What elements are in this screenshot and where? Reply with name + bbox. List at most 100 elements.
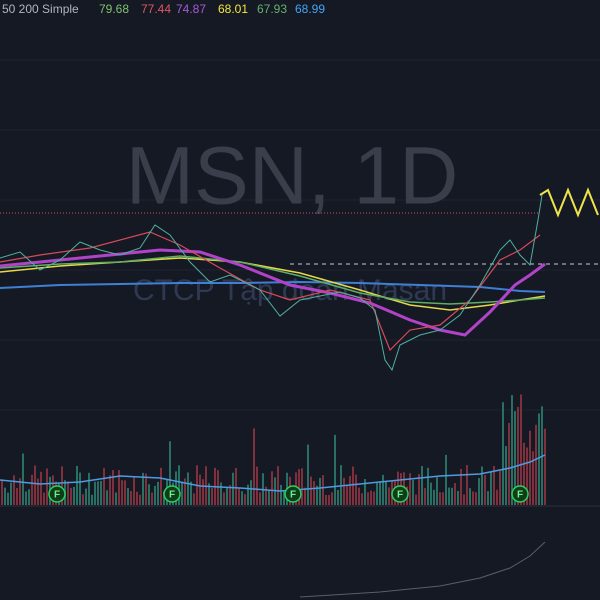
volume-bar (100, 480, 102, 505)
volume-bar (520, 394, 522, 505)
volume-bar (154, 485, 156, 505)
volume-bar (229, 485, 231, 505)
volume-bar (463, 494, 465, 505)
volume-bar (148, 484, 150, 505)
volume-bar (517, 406, 519, 505)
ma-green (0, 255, 546, 305)
volume-bar (427, 467, 429, 505)
volume-bar (352, 466, 354, 505)
marker-circle (48, 485, 66, 503)
volume-bar (466, 465, 468, 505)
volume-bar (439, 492, 441, 505)
volume-bar (139, 494, 141, 505)
volume-bar (340, 465, 342, 505)
volume-bar (238, 488, 240, 505)
volume-bar (364, 479, 366, 505)
volume-bar (445, 454, 447, 505)
volume-bar (91, 494, 93, 505)
volume-bar (106, 490, 108, 505)
ma-blue (0, 280, 546, 293)
volume-bar (7, 492, 9, 505)
volume-bar (523, 442, 525, 505)
legend-value: 79.68 (99, 2, 129, 16)
legend-values: 79.68 77.44 74.87 68.01 67.93 68.99 (99, 2, 325, 16)
volume-bar (16, 487, 18, 505)
volume-bar (505, 446, 507, 505)
volume-bar (451, 487, 453, 505)
volume-bar (187, 472, 189, 505)
volume-bar (46, 468, 48, 505)
volume-bar (22, 453, 24, 505)
legend-value: 77.44 (141, 2, 171, 16)
volume-bar (535, 424, 537, 505)
volume-bar (31, 474, 33, 505)
volume-bar (502, 402, 504, 505)
volume-bar (304, 487, 306, 505)
volume-bar (208, 483, 210, 505)
volume-bar (127, 488, 129, 505)
volume-bar (34, 465, 36, 505)
volume-bar (526, 447, 528, 505)
price-line (0, 194, 543, 372)
volume-bar (178, 465, 180, 505)
volume-bar (61, 466, 63, 505)
volume-bar (418, 473, 420, 505)
volume-bar (256, 466, 258, 505)
ma-purple (0, 248, 546, 337)
volume-bar (151, 492, 153, 505)
grid (0, 59, 600, 411)
volume-bar (442, 492, 444, 505)
volume-bar (487, 491, 489, 505)
volume-bar (313, 481, 315, 505)
volume-bar (241, 491, 243, 505)
volume-bar (343, 477, 345, 505)
legend-label: 50 200 Simple (2, 2, 79, 16)
volume-bar (325, 494, 327, 505)
volume-bar (199, 474, 201, 505)
volume-bar (478, 478, 480, 505)
projection-zigzag (539, 187, 599, 218)
volume-bar (259, 492, 261, 505)
volume-bar (226, 487, 228, 505)
marker-label: F (290, 490, 296, 501)
volume-bar (253, 428, 255, 505)
volume-bar (157, 481, 159, 505)
volume-bar (532, 451, 534, 505)
volume-bar (79, 472, 81, 505)
marker-label: F (54, 490, 60, 501)
volume-bar (490, 472, 492, 505)
volume-bar (124, 480, 126, 505)
lower-pane-line (299, 541, 546, 598)
volume-bar (322, 475, 324, 505)
volume-bar (82, 494, 84, 505)
volume-bar (103, 468, 105, 505)
volume-bar (250, 480, 252, 505)
volume-bar (283, 491, 285, 505)
volume-bar (181, 481, 183, 505)
volume-bar (121, 480, 123, 505)
volume-bar (160, 467, 162, 505)
volume-bar (28, 489, 30, 505)
volume-bar (73, 486, 75, 505)
volume-bar (4, 487, 6, 505)
volume-bar (508, 422, 510, 505)
volume-bar (484, 475, 486, 505)
volume-bar (385, 481, 387, 505)
volume-bar (43, 492, 45, 505)
volume-bar (67, 481, 69, 505)
volume-bar (514, 411, 516, 505)
volume-bar (511, 394, 513, 505)
volume-bar (1, 480, 3, 505)
volume-bar (169, 441, 171, 505)
volume-bar (277, 466, 279, 505)
legend-value: 67.93 (257, 2, 287, 16)
volume-bar (370, 490, 372, 505)
volume-bar (373, 491, 375, 505)
volume-bar (448, 487, 450, 505)
volume-bar (346, 485, 348, 505)
watermark-symbol: MSN, 1D (126, 131, 459, 222)
volume-bar (331, 492, 333, 505)
volume-bar (475, 492, 477, 505)
